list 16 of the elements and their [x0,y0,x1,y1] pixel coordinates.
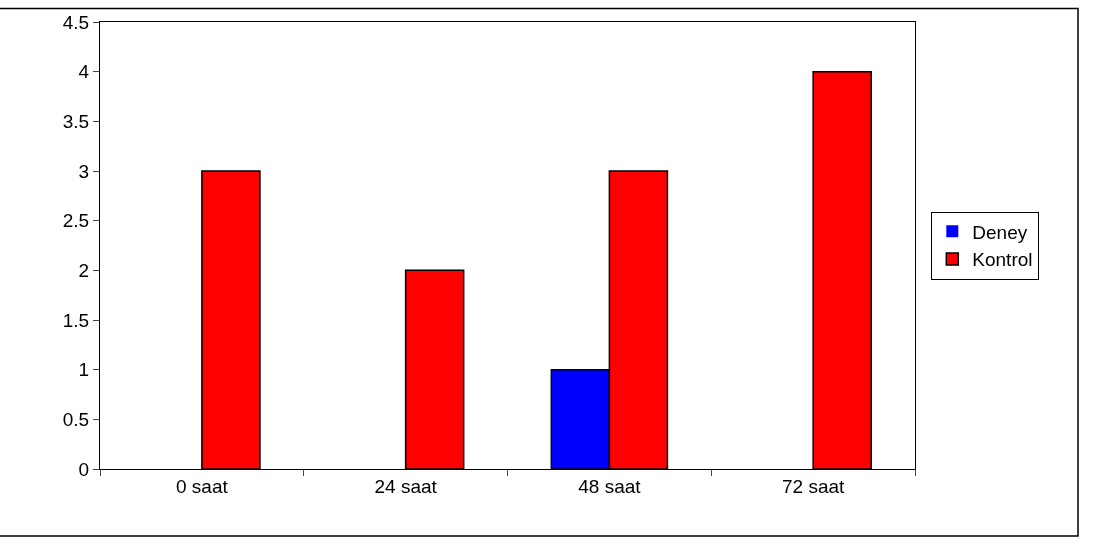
y-tick-label: 2 [78,259,90,281]
y-tick-label: 1.5 [62,309,90,331]
x-tick-label: 0 saat [176,475,229,497]
x-tick-label: 72 saat [781,475,846,497]
y-tick-label: 4 [78,61,90,83]
y-tick-label: 3 [78,160,90,182]
y-tick-label: 1 [78,359,90,381]
y-tick-label: 0.5 [62,408,90,430]
legend-label: Kontrol [972,249,1033,271]
x-tick-label: 24 saat [374,475,438,497]
y-tick-label: 3.5 [62,110,90,132]
legend-label: Deney [972,221,1028,243]
y-tick-label: 4.5 [62,11,90,33]
y-tick-label: 0 [78,458,90,480]
x-tick-label: 48 saat [578,475,642,497]
y-tick-label: 2.5 [62,210,90,232]
